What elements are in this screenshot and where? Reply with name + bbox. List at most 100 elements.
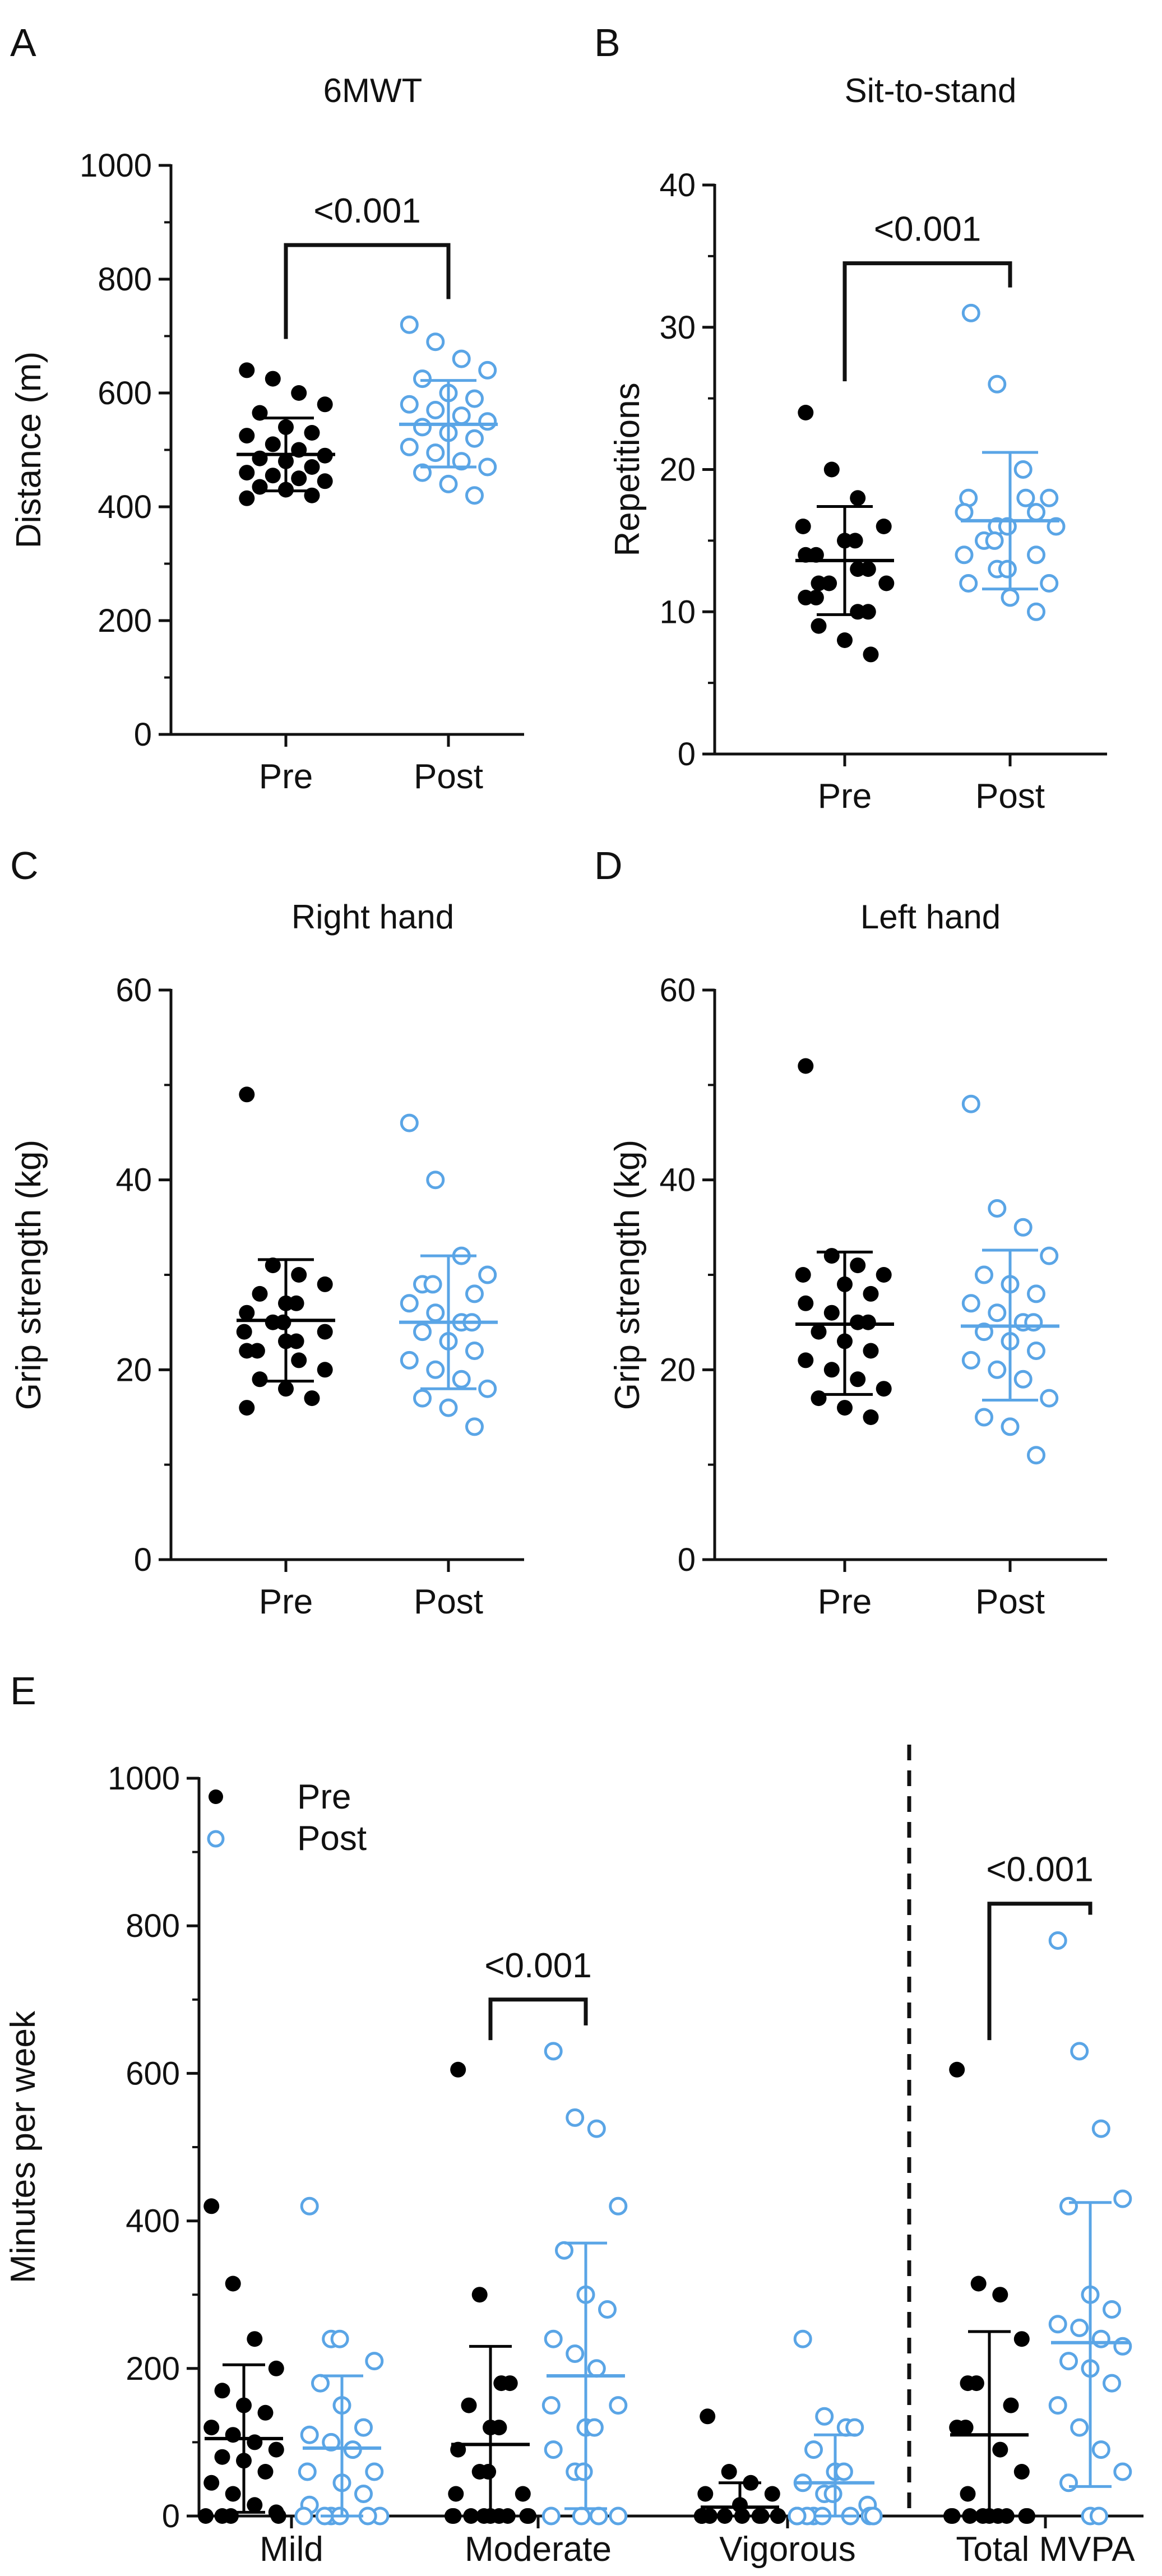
pre-point <box>203 2198 220 2214</box>
pre-point <box>265 468 281 484</box>
post-point <box>465 389 484 408</box>
y-tick-label: 1000 <box>108 1760 180 1797</box>
post-point <box>975 1265 993 1284</box>
pre-point <box>239 1086 255 1103</box>
post-point <box>1027 1342 1045 1360</box>
post-point <box>585 2418 604 2437</box>
y-tick-label: 10 <box>659 594 696 630</box>
post-point <box>1027 1284 1045 1303</box>
post-point <box>413 369 432 389</box>
pre-point <box>445 2508 460 2524</box>
legend-marker-pre <box>209 1789 223 1804</box>
post-point <box>1091 2329 1110 2348</box>
panel-label: E <box>10 1669 36 1713</box>
post-point <box>541 2396 561 2415</box>
pre-point <box>275 1314 291 1330</box>
pre-point <box>304 459 320 475</box>
pre-point <box>808 547 824 563</box>
pre-point <box>968 2375 984 2392</box>
pre-point <box>288 1333 304 1349</box>
y-axis-title: Grip strength (kg) <box>10 1140 48 1410</box>
post-point <box>998 559 1017 579</box>
post-point <box>587 2119 606 2138</box>
post-point <box>1040 574 1059 593</box>
post-point <box>1091 2119 1110 2138</box>
pre-point <box>700 2408 716 2425</box>
pre-point <box>837 632 853 648</box>
post-point <box>961 1351 980 1370</box>
y-axis-title: Distance (m) <box>10 352 48 548</box>
post-point <box>478 457 497 477</box>
post-point <box>1059 2473 1078 2492</box>
pre-point <box>798 1295 814 1311</box>
post-point <box>609 2196 628 2216</box>
post-point <box>400 395 419 414</box>
x-category-label: Post <box>975 1583 1045 1621</box>
post-point <box>413 418 432 437</box>
pre-point <box>291 385 307 401</box>
x-category-label: Pre <box>818 1583 872 1621</box>
pre-point <box>876 519 892 534</box>
post-point <box>975 1408 993 1427</box>
post-point <box>1059 2352 1078 2371</box>
pre-point <box>268 2360 284 2376</box>
pre-point <box>957 2420 974 2436</box>
post-point <box>1113 2189 1132 2208</box>
panel-c: C Right hand 0 20 40 60 Grip strength (kg) Pre P… <box>10 844 524 1621</box>
pre-point <box>239 490 255 506</box>
post-point <box>1070 2042 1089 2061</box>
panel-label: C <box>10 844 39 887</box>
pre-point <box>764 2486 780 2502</box>
pre-point <box>876 1381 892 1397</box>
post-point <box>1016 488 1035 507</box>
pre-point <box>203 2420 220 2436</box>
pre-point <box>317 396 333 413</box>
pre-point <box>239 362 255 378</box>
post-point <box>988 1360 1007 1379</box>
post-point <box>1048 1931 1067 1950</box>
pre-point <box>960 2486 976 2502</box>
x-category-label: Post <box>975 777 1045 816</box>
post-point <box>566 2108 585 2127</box>
pre-point <box>291 1267 307 1283</box>
pre-point <box>863 1343 879 1359</box>
post-point <box>1070 2318 1089 2337</box>
post-point <box>426 332 445 352</box>
post-point <box>452 452 471 471</box>
post-point <box>574 2462 593 2481</box>
pre-point <box>239 1305 255 1321</box>
post-point <box>864 2506 883 2526</box>
post-point <box>975 1322 993 1342</box>
pre-point <box>823 1362 840 1378</box>
comparison-significance-bracket <box>842 261 1012 382</box>
post-point <box>400 1351 419 1370</box>
panel-label: A <box>10 21 36 64</box>
post-point <box>354 2418 373 2437</box>
legend-label-pre: Pre <box>297 1778 351 1816</box>
pre-point <box>317 1324 333 1340</box>
pre-point <box>198 2508 214 2524</box>
y-tick-label: 800 <box>126 1908 180 1944</box>
y-tick-label: 200 <box>126 2351 180 2387</box>
post-point <box>478 412 497 431</box>
pre-point <box>225 2427 241 2443</box>
pre-point <box>850 1371 866 1388</box>
comparison-moderate-p-value: <0.001 <box>484 1946 591 1985</box>
pre-point <box>278 1381 294 1397</box>
y-tick-label: 600 <box>126 2055 180 2092</box>
post-point <box>1091 2440 1110 2459</box>
pre-point <box>823 1248 840 1264</box>
post-point <box>961 1294 980 1313</box>
pre-point <box>811 1390 827 1407</box>
post-point <box>541 2506 561 2526</box>
y-tick-label: 30 <box>659 309 696 346</box>
x-category-label: Mild <box>260 2530 323 2569</box>
y-tick-label: 200 <box>98 603 152 639</box>
pre-point <box>265 371 281 387</box>
pre-point <box>694 2508 710 2524</box>
post-point <box>985 531 1004 550</box>
post-point <box>400 1294 419 1313</box>
post-point <box>1103 2374 1121 2393</box>
post-point <box>465 1342 484 1360</box>
